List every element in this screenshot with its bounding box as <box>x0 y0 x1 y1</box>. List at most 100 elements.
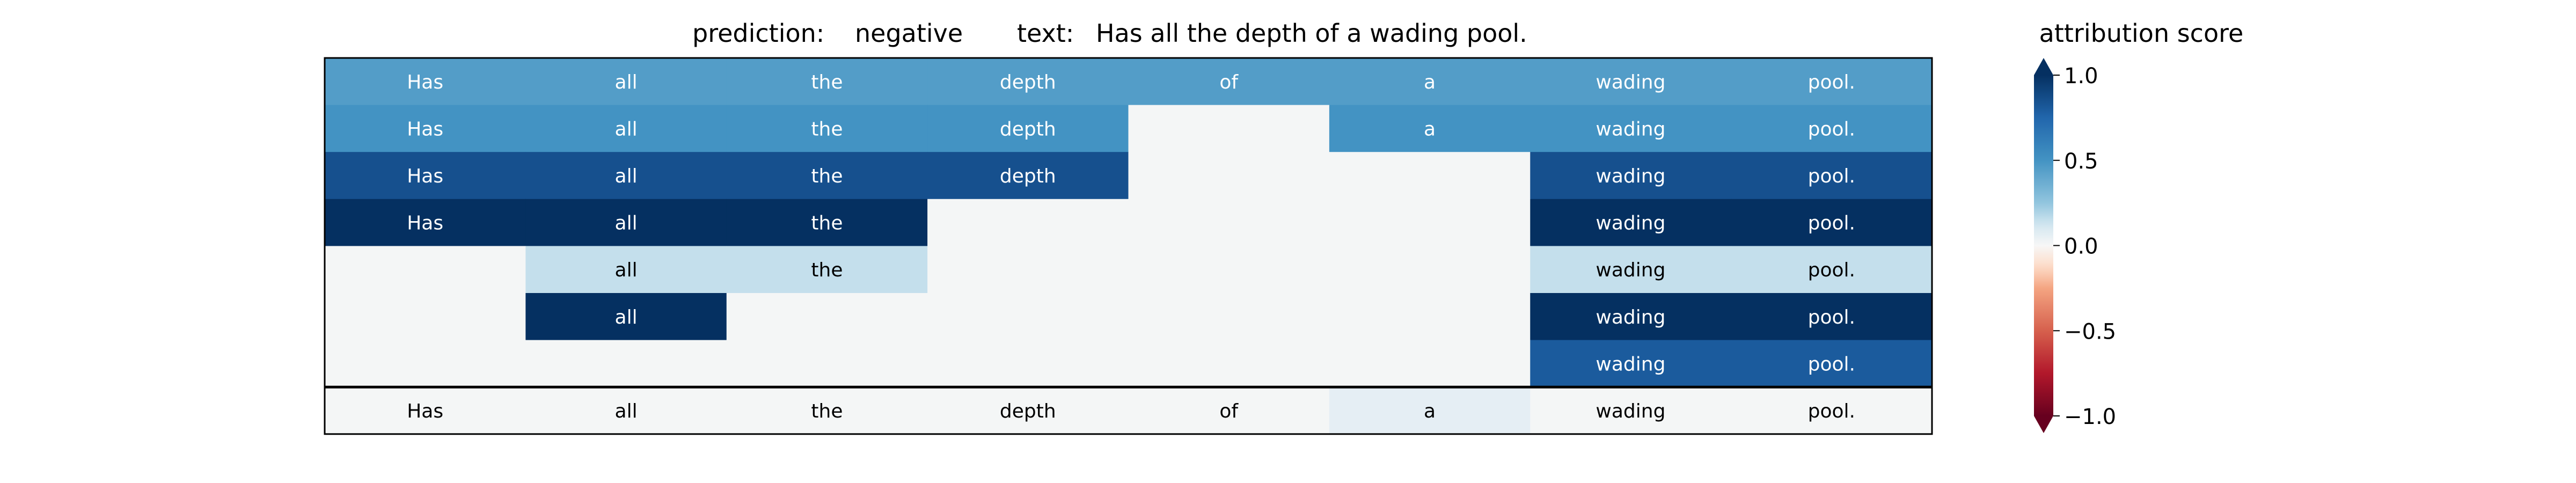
heatmap-row-cell <box>1530 58 1732 106</box>
heatmap-row-cell <box>325 246 526 294</box>
colorbar-tick-label: 0.5 <box>2064 149 2098 174</box>
heatmap-row-cell <box>1530 340 1732 387</box>
heatmap-row-token-label: all <box>615 213 638 235</box>
heatmap-row-token-label: wading <box>1596 71 1665 93</box>
heatmap-row-cell <box>1731 340 1933 387</box>
heatmap-row-cell <box>927 105 1129 152</box>
heatmap-row-cell <box>726 340 928 387</box>
heatmap-row-cell <box>1128 293 1330 341</box>
colorbar-tick-label: −0.5 <box>2064 319 2116 344</box>
heatmap-row-cell <box>927 152 1129 200</box>
heatmap-row-cell <box>1329 340 1531 387</box>
heatmap-row-token-label: wading <box>1596 118 1665 140</box>
baseline-row-token-label: depth <box>1000 400 1056 422</box>
heatmap-row-cell <box>927 293 1129 341</box>
heatmap-row-token-label: all <box>615 259 638 281</box>
heatmap-row-token-label: wading <box>1596 259 1665 281</box>
baseline-row-cell <box>1128 387 1330 435</box>
heatmap-row-cell <box>1329 152 1531 200</box>
heatmap-row-cell <box>525 105 727 152</box>
heatmap-row-token-label: Has <box>407 165 443 187</box>
heatmap-row-cell <box>1329 199 1531 246</box>
heatmap-row-token-label: the <box>811 213 843 235</box>
baseline-row-cell <box>1731 387 1933 435</box>
heatmap-row-cell <box>726 105 928 152</box>
heatmap-row-cell <box>325 293 526 341</box>
baseline-row-cell <box>726 387 928 435</box>
colorbar-tick-label: 0.0 <box>2064 235 2098 259</box>
baseline-row-cell <box>525 387 727 435</box>
baseline-row-token-label: a <box>1424 400 1436 422</box>
heatmap-row-cell <box>1731 293 1933 341</box>
heatmap-row-cell <box>726 58 928 106</box>
heatmap-row-cell <box>325 105 526 152</box>
heatmap-border <box>324 57 1933 435</box>
heatmap-row-cell <box>1128 105 1330 152</box>
heatmap-row-cell <box>325 58 526 106</box>
heatmap-row-token-label: the <box>811 259 843 281</box>
heatmap-row-cell <box>525 293 727 341</box>
colorbar-tick-label: −1.0 <box>2064 405 2116 429</box>
heatmap-row-cell <box>525 246 727 294</box>
heatmap-row-token-label: pool. <box>1808 353 1855 375</box>
heatmap-row-cell <box>927 246 1129 294</box>
heatmap-row-token-label: pool. <box>1808 213 1855 235</box>
title-prediction-label: prediction: <box>692 19 824 48</box>
heatmap-row-token-label: a <box>1424 71 1436 93</box>
heatmap-row-cell <box>726 293 928 341</box>
heatmap-frame <box>324 57 1933 435</box>
baseline-row-token-label: all <box>615 400 638 422</box>
heatmap-row-cell <box>525 199 727 246</box>
colorbar-title: attribution score <box>2039 19 2244 48</box>
heatmap-row-cell <box>1731 152 1933 200</box>
heatmap-row-cell <box>1128 246 1330 294</box>
heatmap-row-cell <box>325 152 526 200</box>
colorbar-gradient <box>2034 75 2053 416</box>
heatmap-row-token-label: wading <box>1596 306 1665 328</box>
heatmap-row-token-label: pool. <box>1808 259 1855 281</box>
colorbar-tick-label: 1.0 <box>2064 64 2098 89</box>
heatmap-row-token-label: all <box>615 71 638 93</box>
heatmap-row-cell <box>1128 340 1330 387</box>
heatmap-row-token-label: pool. <box>1808 306 1855 328</box>
baseline-row-token-label: pool. <box>1808 400 1855 422</box>
heatmap-row-token-label: the <box>811 118 843 140</box>
colorbar-min-extension <box>2034 416 2053 433</box>
heatmap-row-token-label: depth <box>1000 165 1056 187</box>
heatmap-row-token-label: the <box>811 71 843 93</box>
heatmap-row-cell <box>1329 58 1531 106</box>
baseline-row-token-label: wading <box>1596 400 1665 422</box>
heatmap-row-token-label: of <box>1219 71 1239 93</box>
heatmap-row-cell <box>1329 246 1531 294</box>
heatmap-row-cell <box>1530 199 1732 246</box>
heatmap-row-token-label: Has <box>407 118 443 140</box>
heatmap-row-cell <box>325 340 526 387</box>
heatmap-row-cell <box>1128 58 1330 106</box>
heatmap-row-cell <box>1329 105 1531 152</box>
baseline-row-cell <box>325 387 526 435</box>
title-text-label: text: <box>1017 19 1074 48</box>
heatmap-row-cell <box>1530 293 1732 341</box>
heatmap-row-cell <box>1731 105 1933 152</box>
heatmap-row-token-label: the <box>811 165 843 187</box>
heatmap-row-cell <box>1128 152 1330 200</box>
heatmap-row-cell <box>1530 105 1732 152</box>
heatmap-row-cell <box>525 152 727 200</box>
heatmap-row-token-label: wading <box>1596 165 1665 187</box>
chart-title: prediction: negative text: Has all the d… <box>692 19 1527 48</box>
heatmap-row-cell <box>726 246 928 294</box>
heatmap-row-token-label: depth <box>1000 71 1056 93</box>
heatmap-row-token-label: a <box>1424 118 1436 140</box>
baseline-row-cell <box>927 387 1129 435</box>
heatmap-row-cell <box>1731 58 1933 106</box>
heatmap-row-token-label: wading <box>1596 213 1665 235</box>
heatmap-row-token-label: pool. <box>1808 118 1855 140</box>
colorbar-max-extension <box>2034 58 2053 75</box>
heatmap-cells: Has all the depth of a wading pool. Has all the dep… <box>325 58 1933 435</box>
baseline-row-cell <box>1530 387 1732 435</box>
heatmap-row-cell <box>927 58 1129 106</box>
title-prediction-value: negative <box>855 19 963 48</box>
heatmap-row-token-label: Has <box>407 213 443 235</box>
baseline-row-token-label: the <box>811 400 843 422</box>
baseline-row-cell <box>1329 387 1531 435</box>
